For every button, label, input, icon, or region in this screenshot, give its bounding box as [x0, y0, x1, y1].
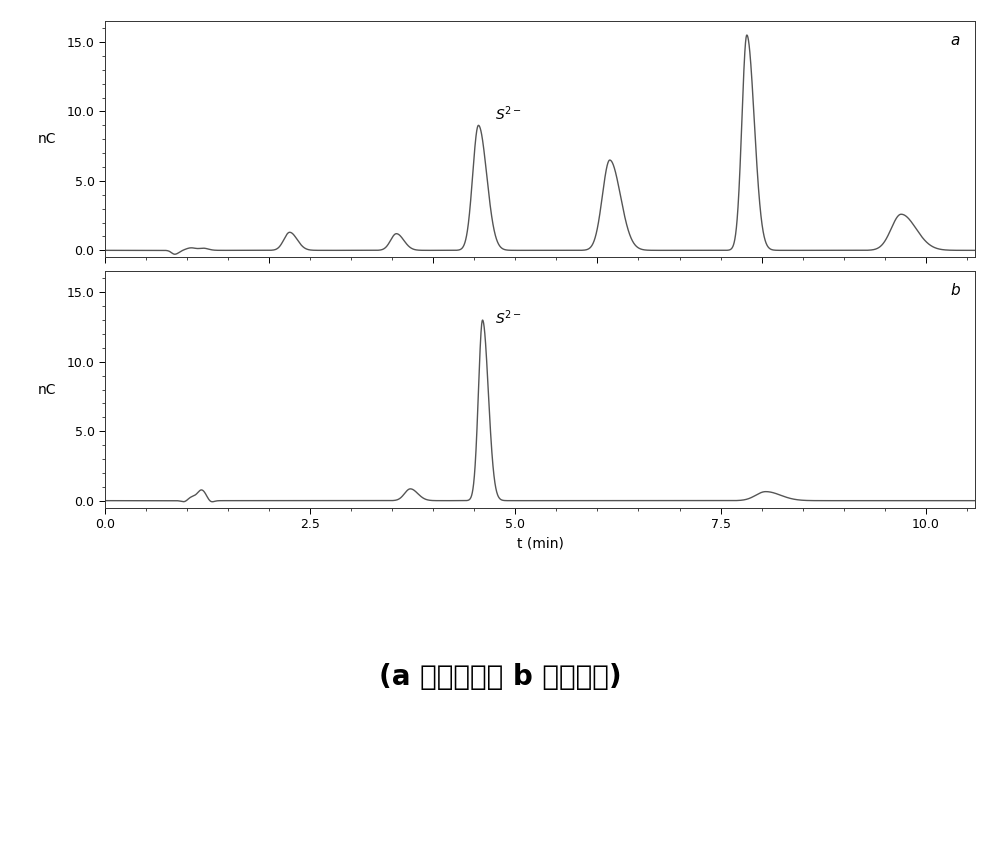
X-axis label: t (min): t (min)	[517, 536, 563, 551]
Y-axis label: nC: nC	[38, 382, 57, 397]
Text: b: b	[951, 283, 960, 299]
Text: a: a	[951, 33, 960, 48]
Text: (a 实际样品， b 标准样品): (a 实际样品， b 标准样品)	[379, 662, 621, 691]
Text: $S^{2-}$: $S^{2-}$	[495, 309, 522, 327]
Y-axis label: nC: nC	[38, 132, 57, 146]
Text: $S^{2-}$: $S^{2-}$	[495, 104, 522, 123]
